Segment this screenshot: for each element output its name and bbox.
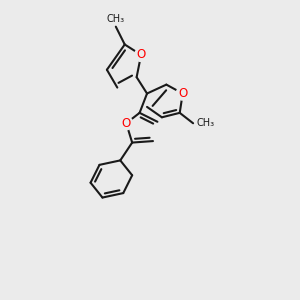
Text: O: O [122,117,131,130]
Text: O: O [136,48,146,62]
Circle shape [176,87,189,100]
Circle shape [134,48,148,62]
Circle shape [120,117,133,130]
Text: O: O [178,87,187,100]
Text: CH₃: CH₃ [107,14,125,24]
Text: CH₃: CH₃ [196,118,214,128]
